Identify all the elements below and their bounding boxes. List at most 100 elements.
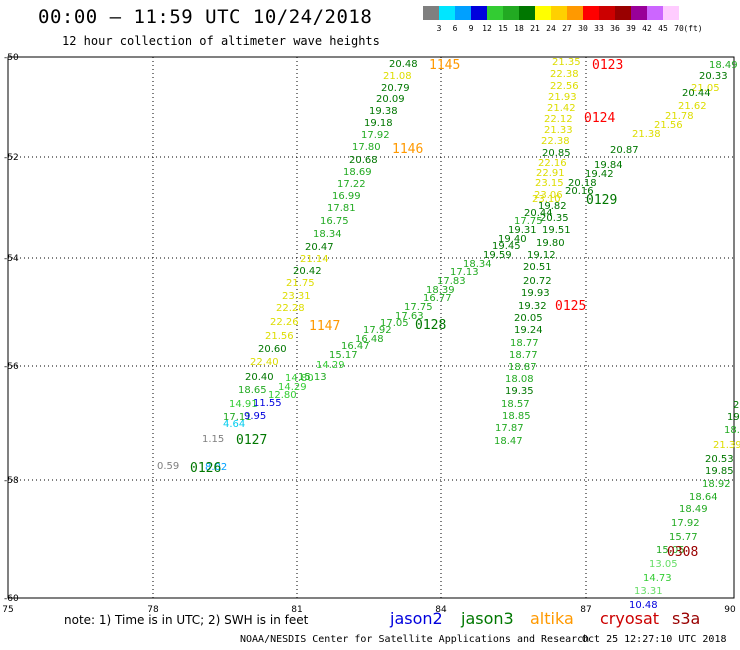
- swh-value-label: 16.48: [355, 334, 384, 345]
- orbit-pass-id: 0127: [236, 433, 267, 448]
- swh-value-label: 20.87: [610, 145, 639, 156]
- swh-value-label: 21.39: [713, 440, 740, 451]
- swh-value-label: 18.64: [689, 492, 718, 503]
- legend-label: 42: [642, 24, 652, 33]
- swh-value-label: 19.18: [364, 118, 393, 129]
- swh-value-label: 17.80: [352, 142, 381, 153]
- legend-swatch: [551, 6, 567, 20]
- swh-value-label: 8.02: [205, 462, 227, 473]
- swh-value-label: 18.34: [313, 229, 342, 240]
- legend-label: 30: [578, 24, 588, 33]
- swh-value-label: 15.05: [656, 545, 685, 556]
- swh-value-label: 22.16: [538, 158, 567, 169]
- satellite-cryosat: cryosat: [600, 609, 660, 628]
- legend-swatch: [471, 6, 487, 20]
- swh-value-label: 21.38: [632, 129, 661, 140]
- swh-value-label: 21.08: [383, 71, 412, 82]
- swh-value-label: 18.49: [679, 504, 708, 515]
- legend-swatch: [439, 6, 455, 20]
- legend-swatch: [615, 6, 631, 20]
- swh-value-label: 18.87: [508, 362, 537, 373]
- swh-value-label: 17.63: [395, 311, 424, 322]
- swh-value-label: 23.10: [532, 194, 561, 205]
- swh-value-label: 16.75: [320, 216, 349, 227]
- swh-value-label: 17.81: [327, 203, 356, 214]
- map-frame: [7, 56, 735, 599]
- swh-value-label: 13.31: [634, 586, 663, 597]
- lon-tick-label: 84: [435, 605, 447, 615]
- swh-value-label: 19.12: [527, 250, 556, 261]
- satellite-jason3: jason3: [461, 609, 514, 628]
- swh-value-label: 14.91: [229, 399, 258, 410]
- orbit-pass-id: 0125: [555, 299, 586, 314]
- swh-value-label: 20.72: [523, 276, 552, 287]
- legend-swatch: [519, 6, 535, 20]
- swh-value-label: 10.48: [629, 600, 658, 611]
- legend-label: 70: [674, 24, 684, 33]
- orbit-pass-id: 1146: [392, 142, 423, 157]
- swh-value-label: 20.51: [523, 262, 552, 273]
- swh-value-label: 21.56: [265, 331, 294, 342]
- swh-value-label: 18.47: [494, 436, 523, 447]
- swh-value-label: 9.95: [244, 411, 266, 422]
- swh-value-label: 17.83: [437, 276, 466, 287]
- swh-value-label: 1.15: [202, 434, 224, 445]
- swh-value-label: 20.05: [514, 313, 543, 324]
- satellite-jason2: jason2: [390, 609, 443, 628]
- swh-value-label: 20.42: [293, 266, 322, 277]
- swh-value-label: 17.75: [514, 216, 543, 227]
- legend-label: 33: [594, 24, 604, 33]
- swh-value-label: 0.59: [157, 461, 179, 472]
- swh-value-label: 22.91: [536, 168, 565, 179]
- swh-value-label: 18.34: [463, 259, 492, 270]
- lon-tick-label: 87: [580, 605, 591, 615]
- lat-tick-label: -50: [4, 53, 19, 63]
- swh-value-label: 20.68: [349, 155, 378, 166]
- legend-swatch: [567, 6, 583, 20]
- swh-value-label: 20.79: [381, 83, 410, 94]
- legend-swatch: [423, 6, 439, 20]
- legend-label: 3: [436, 24, 442, 33]
- swh-value-label: 23.06: [534, 190, 563, 201]
- map-title: 00:00 – 11:59 UTC 10/24/2018: [38, 6, 373, 28]
- swh-value-label: 19.38: [369, 106, 398, 117]
- swh-value-label: 14.80: [285, 373, 314, 384]
- swh-value-label: 20.40: [245, 372, 274, 383]
- swh-value-label: 19.80: [536, 238, 565, 249]
- footer-credit: NOAA/NESDIS Center for Satellite Applica…: [240, 634, 590, 645]
- orbit-pass-id: 0124: [584, 111, 615, 126]
- orbit-pass-id: 0123: [592, 58, 623, 73]
- lat-tick-label: -58: [4, 476, 19, 486]
- swh-value-label: 21.14: [300, 254, 329, 265]
- swh-value-label: 22.56: [550, 81, 579, 92]
- legend-label: 21: [530, 24, 540, 33]
- swh-value-label: 20: [733, 400, 740, 411]
- legend-swatch: [599, 6, 615, 20]
- swh-value-label: 21.05: [691, 83, 720, 94]
- swh-value-label: 21.62: [678, 101, 707, 112]
- legend-swatch: [535, 6, 551, 20]
- swh-value-label: 20.47: [305, 242, 334, 253]
- swh-value-label: 19.24: [514, 325, 543, 336]
- swh-value-label: 14.29: [278, 382, 307, 393]
- swh-value-label: 18.08: [505, 374, 534, 385]
- swh-value-label: 16.99: [332, 191, 361, 202]
- swh-value-label: 21.35: [552, 57, 581, 68]
- swh-value-label: 18.92: [702, 479, 731, 490]
- swh-value-label: 19.40: [498, 234, 527, 245]
- swh-value-label: 17.87: [495, 423, 524, 434]
- orbit-pass-id: 0126: [190, 461, 221, 476]
- swh-value-label: 17.92: [361, 130, 390, 141]
- lat-tick-label: -54: [4, 254, 19, 264]
- legend-label: 12: [482, 24, 492, 33]
- legend-label: 39: [626, 24, 636, 33]
- swh-value-label: 17.92: [363, 325, 392, 336]
- swh-value-label: 18.77: [509, 350, 538, 361]
- legend-label: 18: [514, 24, 524, 33]
- swh-value-label: 20.48: [389, 59, 418, 70]
- legend-swatch: [503, 6, 519, 20]
- lat-tick-label: -56: [4, 362, 19, 372]
- swh-value-label: 21.33: [544, 125, 573, 136]
- legend-label: 6: [452, 24, 458, 33]
- legend-unit: (ft): [683, 24, 703, 33]
